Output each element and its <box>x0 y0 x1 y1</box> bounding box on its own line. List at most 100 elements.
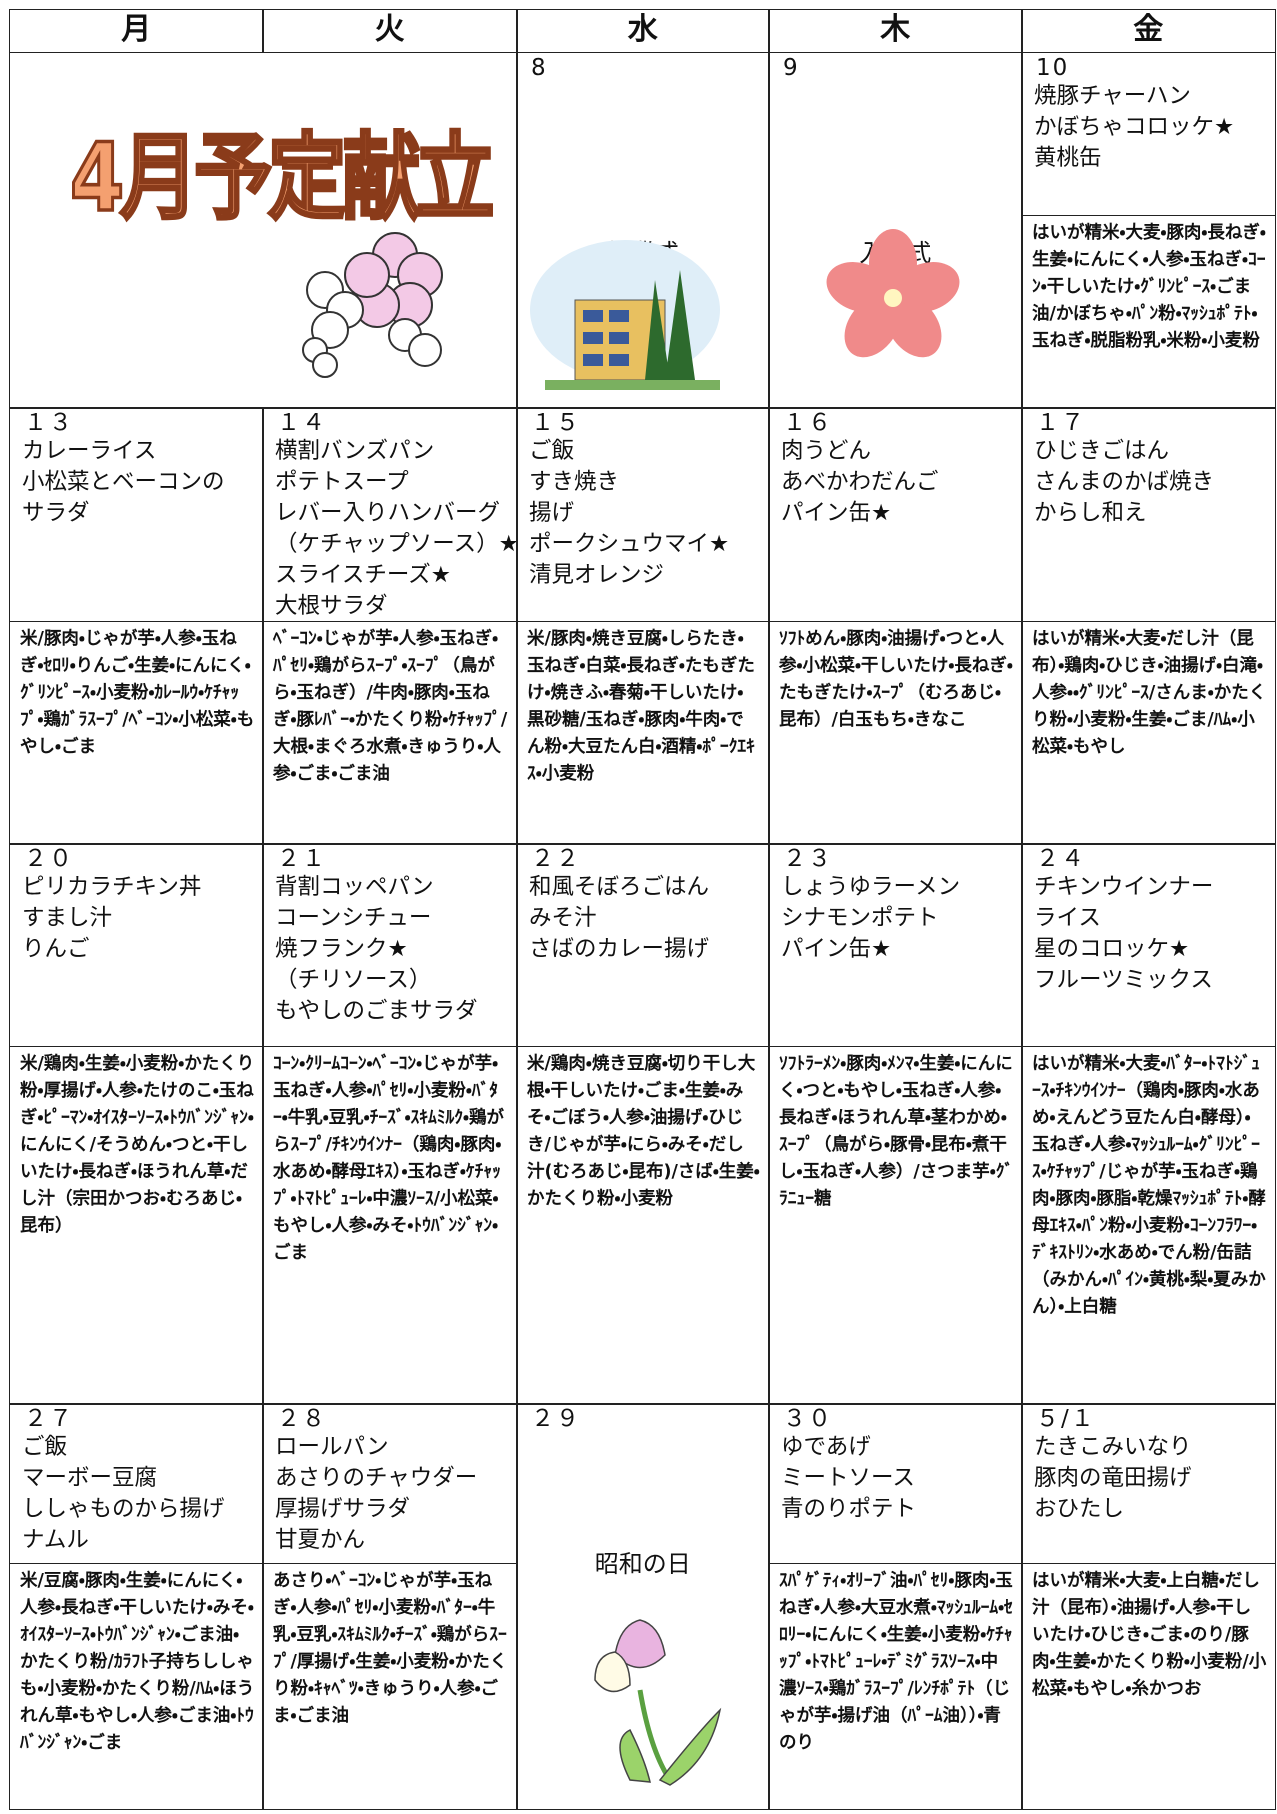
menu-item: 清見オレンジ <box>529 562 665 588</box>
menu-item: あべかわだんご <box>781 469 939 495</box>
event: 始業式 <box>606 239 679 267</box>
menu-item: おひたし <box>1034 1496 1125 1522</box>
ingredients: 米/豆腐・豚肉・生姜・にんにく・人参・長ねぎ・干しいたけ・みそ・ｵｲｽﾀｰｿｰｽ… <box>10 1563 263 1809</box>
menu-item: 揚げ <box>529 500 575 526</box>
menu-item: スライスチーズ★ <box>275 562 451 588</box>
menu-item: 大根サラダ <box>275 593 388 619</box>
menu-item: レバー入りハンバーグ <box>275 500 501 526</box>
day-cell: ２３ しょうゆラーメン シナモンポテト パイン缶★ ｿﾌﾄﾗｰﾒﾝ・豚肉・ﾒﾝﾏ・生姜・… <box>768 843 1023 1405</box>
ingredients: あさり・ﾍﾞｰｺﾝ・じゃが芋・玉ねぎ・人参・ﾊﾟｾﾘ・小麦粉・ﾊﾞﾀｰ・牛乳・豆… <box>263 1563 517 1809</box>
day-cell: １３ カレーライス小松菜とベーコンの サラダ米/豚肉・じゃが芋・人参・玉ねぎ・ｾﾛﾘ… <box>9 407 264 845</box>
menu-item: ポークシュウマイ★ <box>529 531 730 557</box>
date: １３ <box>24 410 74 436</box>
menu-item: ロールパン <box>275 1434 389 1460</box>
menu-item: 青のりポテト <box>781 1496 917 1522</box>
menu-item: 焼フランク★ <box>275 936 408 962</box>
menu-item: すき焼き <box>529 469 620 495</box>
menu-item: からし和え <box>1034 500 1147 526</box>
title-cell: 4月予定献立 <box>9 52 518 409</box>
menu-item: パイン缶★ <box>781 936 892 962</box>
day-cell: ３０ ゆであげ ミートソース 青のりポテト ｽﾊﾟｹﾞﾃｨ・ｵﾘｰﾌﾞ油・ﾊﾟｾﾘ・豚肉… <box>768 1403 1023 1810</box>
menu-item: ゆであげ <box>781 1434 871 1460</box>
date: ２８ <box>277 1406 327 1432</box>
day-cell: ２０ ピリカラチキン丼 すまし汁 りんご 米/鶏肉・生姜・小麦粉・かたくり粉・厚揚げ・人… <box>9 843 264 1405</box>
ingredients: はいが精米・大麦・上白糖・だし汁（昆布）・油揚げ・人参・干しいたけ・ひじき・ごま… <box>1022 1563 1275 1809</box>
menu-item: コーンシチュー <box>275 905 432 931</box>
menu-item: 豚肉の竜田揚げ <box>1034 1465 1192 1491</box>
date: ２３ <box>783 846 833 872</box>
date: 9 <box>783 55 800 81</box>
day-cell: 8 始業式 <box>516 52 770 409</box>
day-cell: ２７ ご飯 マーボー豆腐 ししゃものから揚げ ナムル 米/豆腐・豚肉・生姜・にんにく・人参… <box>9 1403 264 1810</box>
day-header: 月 <box>9 9 264 53</box>
ingredients: ﾍﾞｰｺﾝ・じゃが芋・人参・玉ねぎ・ﾊﾟｾﾘ・鶏がらｽｰﾌﾟ・ｽｰﾌﾟ（鳥がら・… <box>263 621 517 844</box>
date: ２４ <box>1036 846 1086 872</box>
ingredients: はいが精米・大麦・だし汁（昆布）・鶏肉・ひじき・油揚げ・白滝・人参・・ｸﾞﾘﾝﾋ… <box>1022 621 1275 844</box>
menu-item: パイン缶★ <box>781 500 892 526</box>
day-cell: １７ ひじきごはんさんまのかば焼き からし和えはいが精米・大麦・だし汁（昆布）・鶏肉… <box>1021 407 1276 845</box>
date: １６ <box>783 410 833 436</box>
menu-item: ポテトスープ <box>275 469 409 495</box>
ingredients: ｿﾌﾄめん・豚肉・油揚げ・つと・人参・小松菜・干しいたけ・長ねぎ・たもぎたけ・ｽ… <box>769 621 1022 844</box>
date: ２０ <box>24 846 74 872</box>
menu-item: 肉うどん <box>781 438 872 464</box>
day-cell: ２１ 背割コッペパン コーンシチュー 焼フランク★ （チリソース） もやしのごまサラダ ｺｰ… <box>262 843 518 1405</box>
ingredients: はいが精米・大麦・ﾊﾞﾀｰ・ﾄﾏﾄｼﾞｭｰｽ・ﾁｷﾝｳｲﾝﾅｰ（鶏肉・豚肉・水あ… <box>1022 1046 1275 1404</box>
menu-item: 甘夏かん <box>275 1527 366 1553</box>
day-header: 水 <box>516 9 770 53</box>
menu-item: さんまのかば焼き <box>1034 469 1215 495</box>
ingredients: ｺｰﾝ・ｸﾘｰﾑｺｰﾝ・ﾍﾞｰｺﾝ・じゃが芋・玉ねぎ・人参・ﾊﾟｾﾘ・小麦粉・ﾊ… <box>263 1046 517 1404</box>
ingredients: はいが精米・大麦・豚肉・長ねぎ・生姜・にんにく・人参・玉ねぎ・ｺｰﾝ・干しいたけ… <box>1022 215 1275 408</box>
menu-item: 黄桃缶 <box>1034 145 1102 171</box>
ingredients: 米/豚肉・焼き豆腐・しらたき・玉ねぎ・白菜・長ねぎ・たもぎたけ・焼きふ・春菊・干… <box>517 621 769 844</box>
day-cell: １６ 肉うどんあべかわだんご パイン缶★ ｿﾌﾄめん・豚肉・油揚げ・つと・人参・小松菜… <box>768 407 1023 845</box>
menu-item: （チリソース） <box>275 967 432 993</box>
menu-item: あさりのチャウダー <box>275 1465 478 1491</box>
day-header: 火 <box>262 9 518 53</box>
ingredients: ｽﾊﾟｹﾞﾃｨ・ｵﾘｰﾌﾞ油・ﾊﾟｾﾘ・豚肉・玉ねぎ・人参・大豆水煮・ﾏｯｼｭﾙ… <box>769 1563 1022 1809</box>
day-header: 金 <box>1021 9 1276 53</box>
menu-item: マーボー豆腐 <box>22 1465 158 1491</box>
date: 10 <box>1036 55 1070 81</box>
day-cell: ２８ ロールパンあさりのチャウダー 厚揚げサラダ 甘夏かんあさり・ﾍﾞｰｺﾝ・じゃが芋… <box>262 1403 518 1810</box>
menu-item: 小松菜とベーコンの <box>22 469 225 495</box>
menu-item: フルーツミックス <box>1034 967 1213 993</box>
date: １４ <box>277 410 327 436</box>
menu-item: ライス <box>1034 905 1101 931</box>
ingredients: 米/豚肉・じゃが芋・人参・玉ねぎ・ｾﾛﾘ・りんご・生姜・にんにく・ｸﾞﾘﾝﾋﾟｰ… <box>10 621 263 844</box>
menu-item: ひじきごはん <box>1034 438 1170 464</box>
menu-item: サラダ <box>22 500 90 526</box>
menu-item: 横割バンズパン <box>275 438 435 464</box>
menu-item: すまし汁 <box>22 905 113 931</box>
menu-item: シナモンポテト <box>781 905 939 931</box>
menu-item: チキンウインナー <box>1034 874 1214 900</box>
menu-item: ナムル <box>22 1527 89 1553</box>
day-cell: ２４ チキンウインナー ライス星のコロッケ★ フルーツミックスはいが精米・大麦・ﾊﾞﾀ… <box>1021 843 1276 1405</box>
ingredients: ｿﾌﾄﾗｰﾒﾝ・豚肉・ﾒﾝﾏ・生姜・にんにく・つと・もやし・玉ねぎ・人参・長ねぎ… <box>769 1046 1022 1404</box>
menu-item: 厚揚げサラダ <box>275 1496 411 1522</box>
menu-item: さばのカレー揚げ <box>529 936 710 962</box>
event: 入学式 <box>859 239 932 267</box>
menu-item: カレーライス <box>22 438 157 464</box>
ingredients: 米/鶏肉・生姜・小麦粉・かたくり粉・厚揚げ・人参・たけのこ・玉ねぎ・ﾋﾟｰﾏﾝ・… <box>10 1046 263 1404</box>
day-cell: １５ ご飯すき焼き揚げポークシュウマイ★ 清見オレンジ米/豚肉・焼き豆腐・しらたき・… <box>516 407 770 845</box>
menu-item: 焼豚チャーハン <box>1034 83 1191 109</box>
date: ２７ <box>24 1406 74 1432</box>
day-cell: 10 焼豚チャーハン かぼちゃコロッケ★ 黄桃缶 はいが精米・大麦・豚肉・長ねぎ・生姜・… <box>1021 52 1276 409</box>
date: ２９ <box>531 1406 581 1432</box>
menu-item: 和風そぼろごはん <box>529 874 710 900</box>
date: ２１ <box>277 846 327 872</box>
date: ５/１ <box>1036 1406 1096 1432</box>
date: ３０ <box>783 1406 833 1432</box>
ingredients: 米/鶏肉・焼き豆腐・切り干し大根・干しいたけ・ごま・生姜・みそ・ごぼう・人参・油… <box>517 1046 769 1404</box>
day-header: 木 <box>768 9 1023 53</box>
menu-item: たきこみいなり <box>1034 1434 1192 1460</box>
date: １７ <box>1036 410 1086 436</box>
menu-item: もやしのごまサラダ <box>275 998 478 1024</box>
menu-item: 星のコロッケ★ <box>1034 936 1190 962</box>
date: ２２ <box>531 846 581 872</box>
day-cell: ２９ 昭和の日 <box>516 1403 770 1810</box>
menu-item: ご飯 <box>529 438 575 464</box>
date: １５ <box>531 410 581 436</box>
